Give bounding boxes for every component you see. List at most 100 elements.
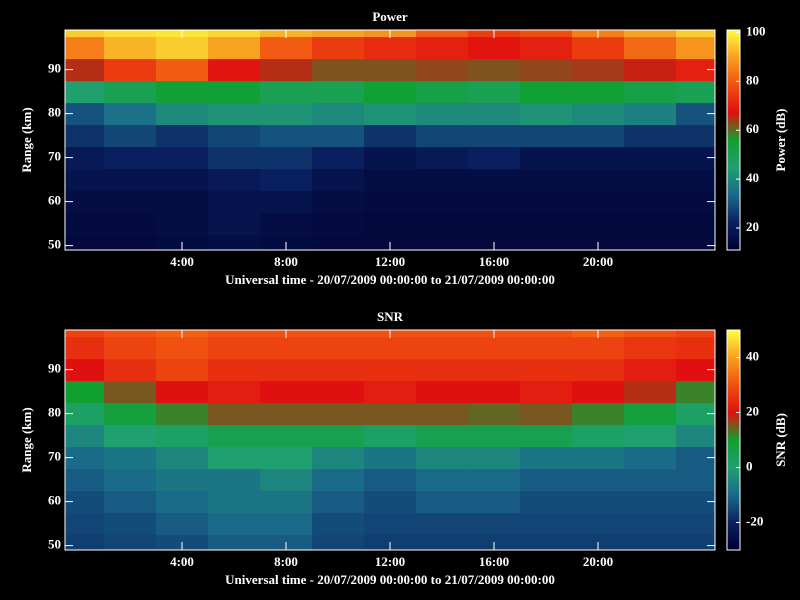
y-tick-label: 90 — [48, 361, 61, 376]
heatmap-cell — [208, 424, 261, 448]
heatmap-cell — [624, 190, 677, 214]
colorbar — [726, 329, 741, 551]
heatmap-cell — [104, 146, 157, 170]
heatmap-cell — [260, 212, 313, 236]
heatmap-cell — [676, 36, 715, 60]
x-tick-label: 16:00 — [479, 554, 509, 569]
x-tick-label: 8:00 — [274, 554, 298, 569]
heatmap-cell — [208, 168, 261, 192]
heatmap-cell — [260, 380, 313, 404]
heatmap-cell — [624, 336, 677, 360]
heatmap-cell — [468, 102, 521, 126]
heatmap-cell — [156, 402, 209, 426]
heatmap-cell — [104, 534, 157, 550]
heatmap-cell — [156, 380, 209, 404]
heatmap-cell — [468, 190, 521, 214]
y-axis-label: Range (km) — [19, 407, 34, 472]
heatmap-cell — [208, 336, 261, 360]
x-tick-label: 20:00 — [583, 254, 613, 269]
heatmap-cell — [520, 490, 573, 514]
heatmap-cell — [416, 168, 469, 192]
heatmap-cell — [676, 534, 715, 550]
x-axis-label: Universal time - 20/07/2009 00:00:00 to … — [225, 272, 555, 287]
heatmap-cell — [104, 234, 157, 250]
heatmap-cell — [260, 58, 313, 82]
heatmap-cell — [104, 124, 157, 148]
heatmap-cell — [572, 80, 625, 104]
heatmap-cell — [260, 446, 313, 470]
heatmap-cell — [416, 146, 469, 170]
heatmap-cell — [208, 30, 261, 38]
heatmap-cell — [624, 490, 677, 514]
heatmap-cell — [416, 234, 469, 250]
heatmap-cell — [208, 234, 261, 250]
heatmap-cell — [676, 402, 715, 426]
heatmap-cell — [65, 234, 105, 250]
heatmap-cell — [65, 336, 105, 360]
heatmap-cell — [364, 168, 417, 192]
heatmap-cell — [416, 490, 469, 514]
heatmap-cell — [65, 190, 105, 214]
heatmap-cell — [676, 58, 715, 82]
x-tick-label: 12:00 — [375, 554, 405, 569]
heatmap-cell — [468, 58, 521, 82]
heatmap-cell — [312, 80, 365, 104]
heatmap-cell — [364, 402, 417, 426]
heatmap-cell — [624, 36, 677, 60]
heatmap-cell — [624, 358, 677, 382]
heatmap-cell — [364, 190, 417, 214]
heatmap-cell — [468, 212, 521, 236]
heatmap-cell — [208, 190, 261, 214]
heatmap-cell — [312, 190, 365, 214]
heatmap-cell — [468, 446, 521, 470]
colorbar-tick-label: 40 — [746, 348, 759, 363]
x-tick-label: 8:00 — [274, 254, 298, 269]
heatmap-cell — [104, 336, 157, 360]
heatmap-cell — [65, 80, 105, 104]
heatmap-cell — [572, 336, 625, 360]
heatmap-cell — [468, 36, 521, 60]
heatmap-cell — [468, 468, 521, 492]
heatmap-cell — [65, 512, 105, 536]
heatmap-cell — [416, 402, 469, 426]
heatmap-cell — [676, 168, 715, 192]
heatmap-cell — [676, 424, 715, 448]
heatmap-cell — [624, 212, 677, 236]
heatmap-cell — [624, 80, 677, 104]
heatmap-cell — [364, 102, 417, 126]
heatmap-cell — [65, 102, 105, 126]
y-tick-label: 80 — [48, 405, 61, 420]
heatmap-cell — [312, 168, 365, 192]
heatmap-cell — [676, 512, 715, 536]
heatmap-cell — [520, 58, 573, 82]
x-tick-label: 4:00 — [170, 254, 194, 269]
heatmap-cell — [104, 490, 157, 514]
heatmap-cell — [156, 124, 209, 148]
heatmap-cell — [416, 124, 469, 148]
heatmap-cell — [208, 36, 261, 60]
heatmap-cell — [208, 330, 261, 338]
heatmap-cell — [416, 512, 469, 536]
heatmap-cell — [65, 212, 105, 236]
y-tick-label: 80 — [48, 105, 61, 120]
heatmap-cell — [104, 168, 157, 192]
heatmap-cell — [65, 468, 105, 492]
colorbar-label: SNR (dB) — [773, 413, 788, 467]
heatmap-cell — [676, 468, 715, 492]
heatmap-cell — [624, 534, 677, 550]
heatmap-cell — [156, 102, 209, 126]
heatmap-cell — [312, 212, 365, 236]
heatmap-cell — [260, 358, 313, 382]
colorbar-tick-label: 20 — [746, 219, 759, 234]
heatmap-cell — [208, 446, 261, 470]
heatmap-cell — [520, 330, 573, 338]
heatmap-cell — [416, 330, 469, 338]
heatmap-cell — [260, 124, 313, 148]
heatmap-cell — [312, 102, 365, 126]
heatmap-cell — [676, 336, 715, 360]
heatmap-cell — [156, 36, 209, 60]
heatmap-cell — [156, 512, 209, 536]
heatmap-cell — [416, 80, 469, 104]
heatmap-cell — [416, 358, 469, 382]
heatmap-cell — [364, 80, 417, 104]
